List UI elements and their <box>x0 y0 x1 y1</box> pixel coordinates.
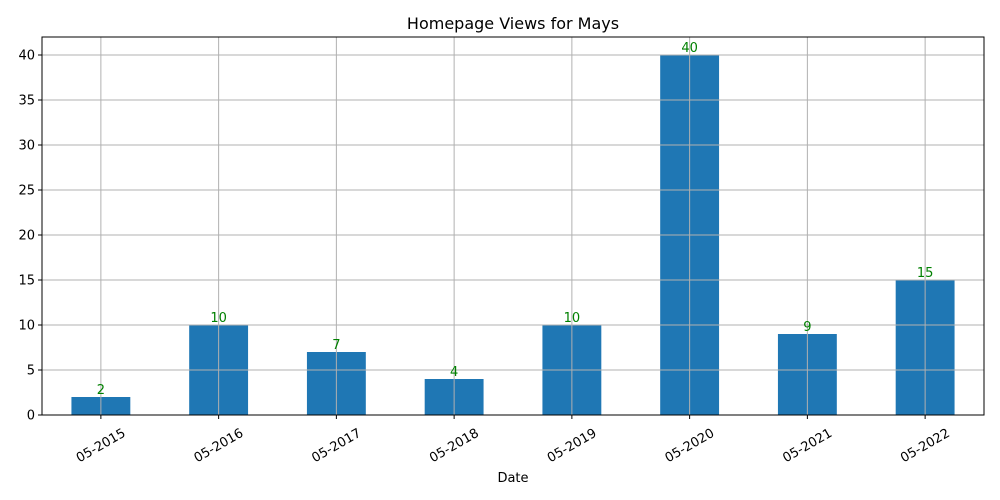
data-label: 10 <box>564 311 581 326</box>
data-label-layer: 2 10 7 4 10 40 9 15 <box>97 41 934 398</box>
y-tick-label: 10 <box>18 319 35 334</box>
data-label: 9 <box>803 320 811 335</box>
y-tick-label: 30 <box>18 139 35 154</box>
x-tick-label: 05-2020 <box>663 426 718 466</box>
grid-layer <box>42 37 984 416</box>
x-tick-label: 05-2018 <box>427 426 482 466</box>
data-label: 7 <box>332 338 340 353</box>
x-tick-label: 05-2021 <box>780 426 835 466</box>
y-tick-label: 35 <box>18 94 35 109</box>
data-label: 10 <box>210 311 227 326</box>
data-label: 2 <box>97 383 105 398</box>
y-tick-label: 40 <box>18 49 35 64</box>
y-tick-label: 0 <box>27 409 35 424</box>
data-label: 15 <box>917 266 934 281</box>
x-tick-label: 05-2015 <box>74 426 129 466</box>
x-tick-label: 05-2019 <box>545 426 600 466</box>
x-tick-label: 05-2022 <box>898 426 953 466</box>
x-axis-label: Date <box>497 471 528 486</box>
plot-frame <box>41 36 985 416</box>
y-tick-label: 25 <box>18 184 35 199</box>
y-tick-label: 15 <box>18 274 35 289</box>
data-label: 4 <box>450 365 458 380</box>
data-label: 40 <box>681 41 698 56</box>
x-tick-label: 05-2017 <box>309 426 364 466</box>
x-tick-label: 05-2016 <box>192 426 247 466</box>
y-tick-label: 5 <box>27 364 35 379</box>
y-tick-label: 20 <box>18 229 35 244</box>
chart-title: Homepage Views for Mays <box>407 14 619 33</box>
axis-layer: 0 5 10 15 20 25 30 35 40 05-2015 05-2016 05-2017 05-… <box>18 36 985 466</box>
